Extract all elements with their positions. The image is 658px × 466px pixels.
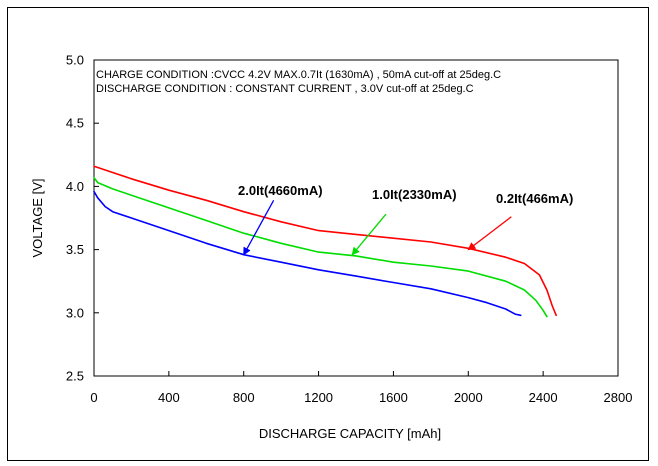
series-line-0	[93, 165, 557, 317]
y-tick-label: 4.0	[66, 179, 84, 194]
axis-ticks: 0 400 800 1200 1600 2000 2400 2800 2.5 3.0 3.5 4.0 4…	[66, 53, 633, 406]
y-axis-title: VOLTAGE [V]	[30, 179, 45, 258]
series-pointer-arrow	[467, 216, 512, 251]
series-line-2	[93, 190, 522, 317]
y-tick-label: 2.5	[66, 369, 84, 384]
series-line-1	[93, 176, 548, 318]
x-tick-label: 2800	[604, 390, 633, 405]
x-tick-label: 2000	[454, 390, 483, 405]
x-tick-label: 2400	[529, 390, 558, 405]
x-tick-label: 1200	[304, 390, 333, 405]
x-axis-title: DISCHARGE CAPACITY [mAh]	[259, 426, 441, 441]
series-pointer-arrow	[243, 199, 275, 256]
plot-area	[93, 59, 619, 377]
annotation-charge-condition: CHARGE CONDITION :CVCC 4.2V MAX.0.7It (1…	[96, 69, 501, 81]
x-tick-label: 0	[90, 390, 97, 405]
y-tick-label: 4.5	[66, 116, 84, 131]
y-tick-label: 3.5	[66, 242, 84, 257]
series-pointer-arrow	[351, 213, 387, 256]
series-lines	[93, 165, 557, 318]
chart-frame	[7, 7, 649, 461]
series-pointers	[243, 199, 512, 256]
x-tick-label: 800	[233, 390, 255, 405]
annotation-discharge-condition: DISCHARGE CONDITION : CONSTANT CURRENT ,…	[96, 83, 474, 95]
y-tick-label: 5.0	[66, 53, 84, 68]
y-tick-label: 3.0	[66, 305, 84, 320]
label-0-2it: 0.2It(466mA)	[496, 191, 573, 206]
x-tick-label: 400	[158, 390, 180, 405]
label-2-0it: 2.0It(4660mA)	[238, 183, 323, 198]
label-1-0it: 1.0It(2330mA)	[372, 187, 457, 202]
x-tick-label: 1600	[379, 390, 408, 405]
